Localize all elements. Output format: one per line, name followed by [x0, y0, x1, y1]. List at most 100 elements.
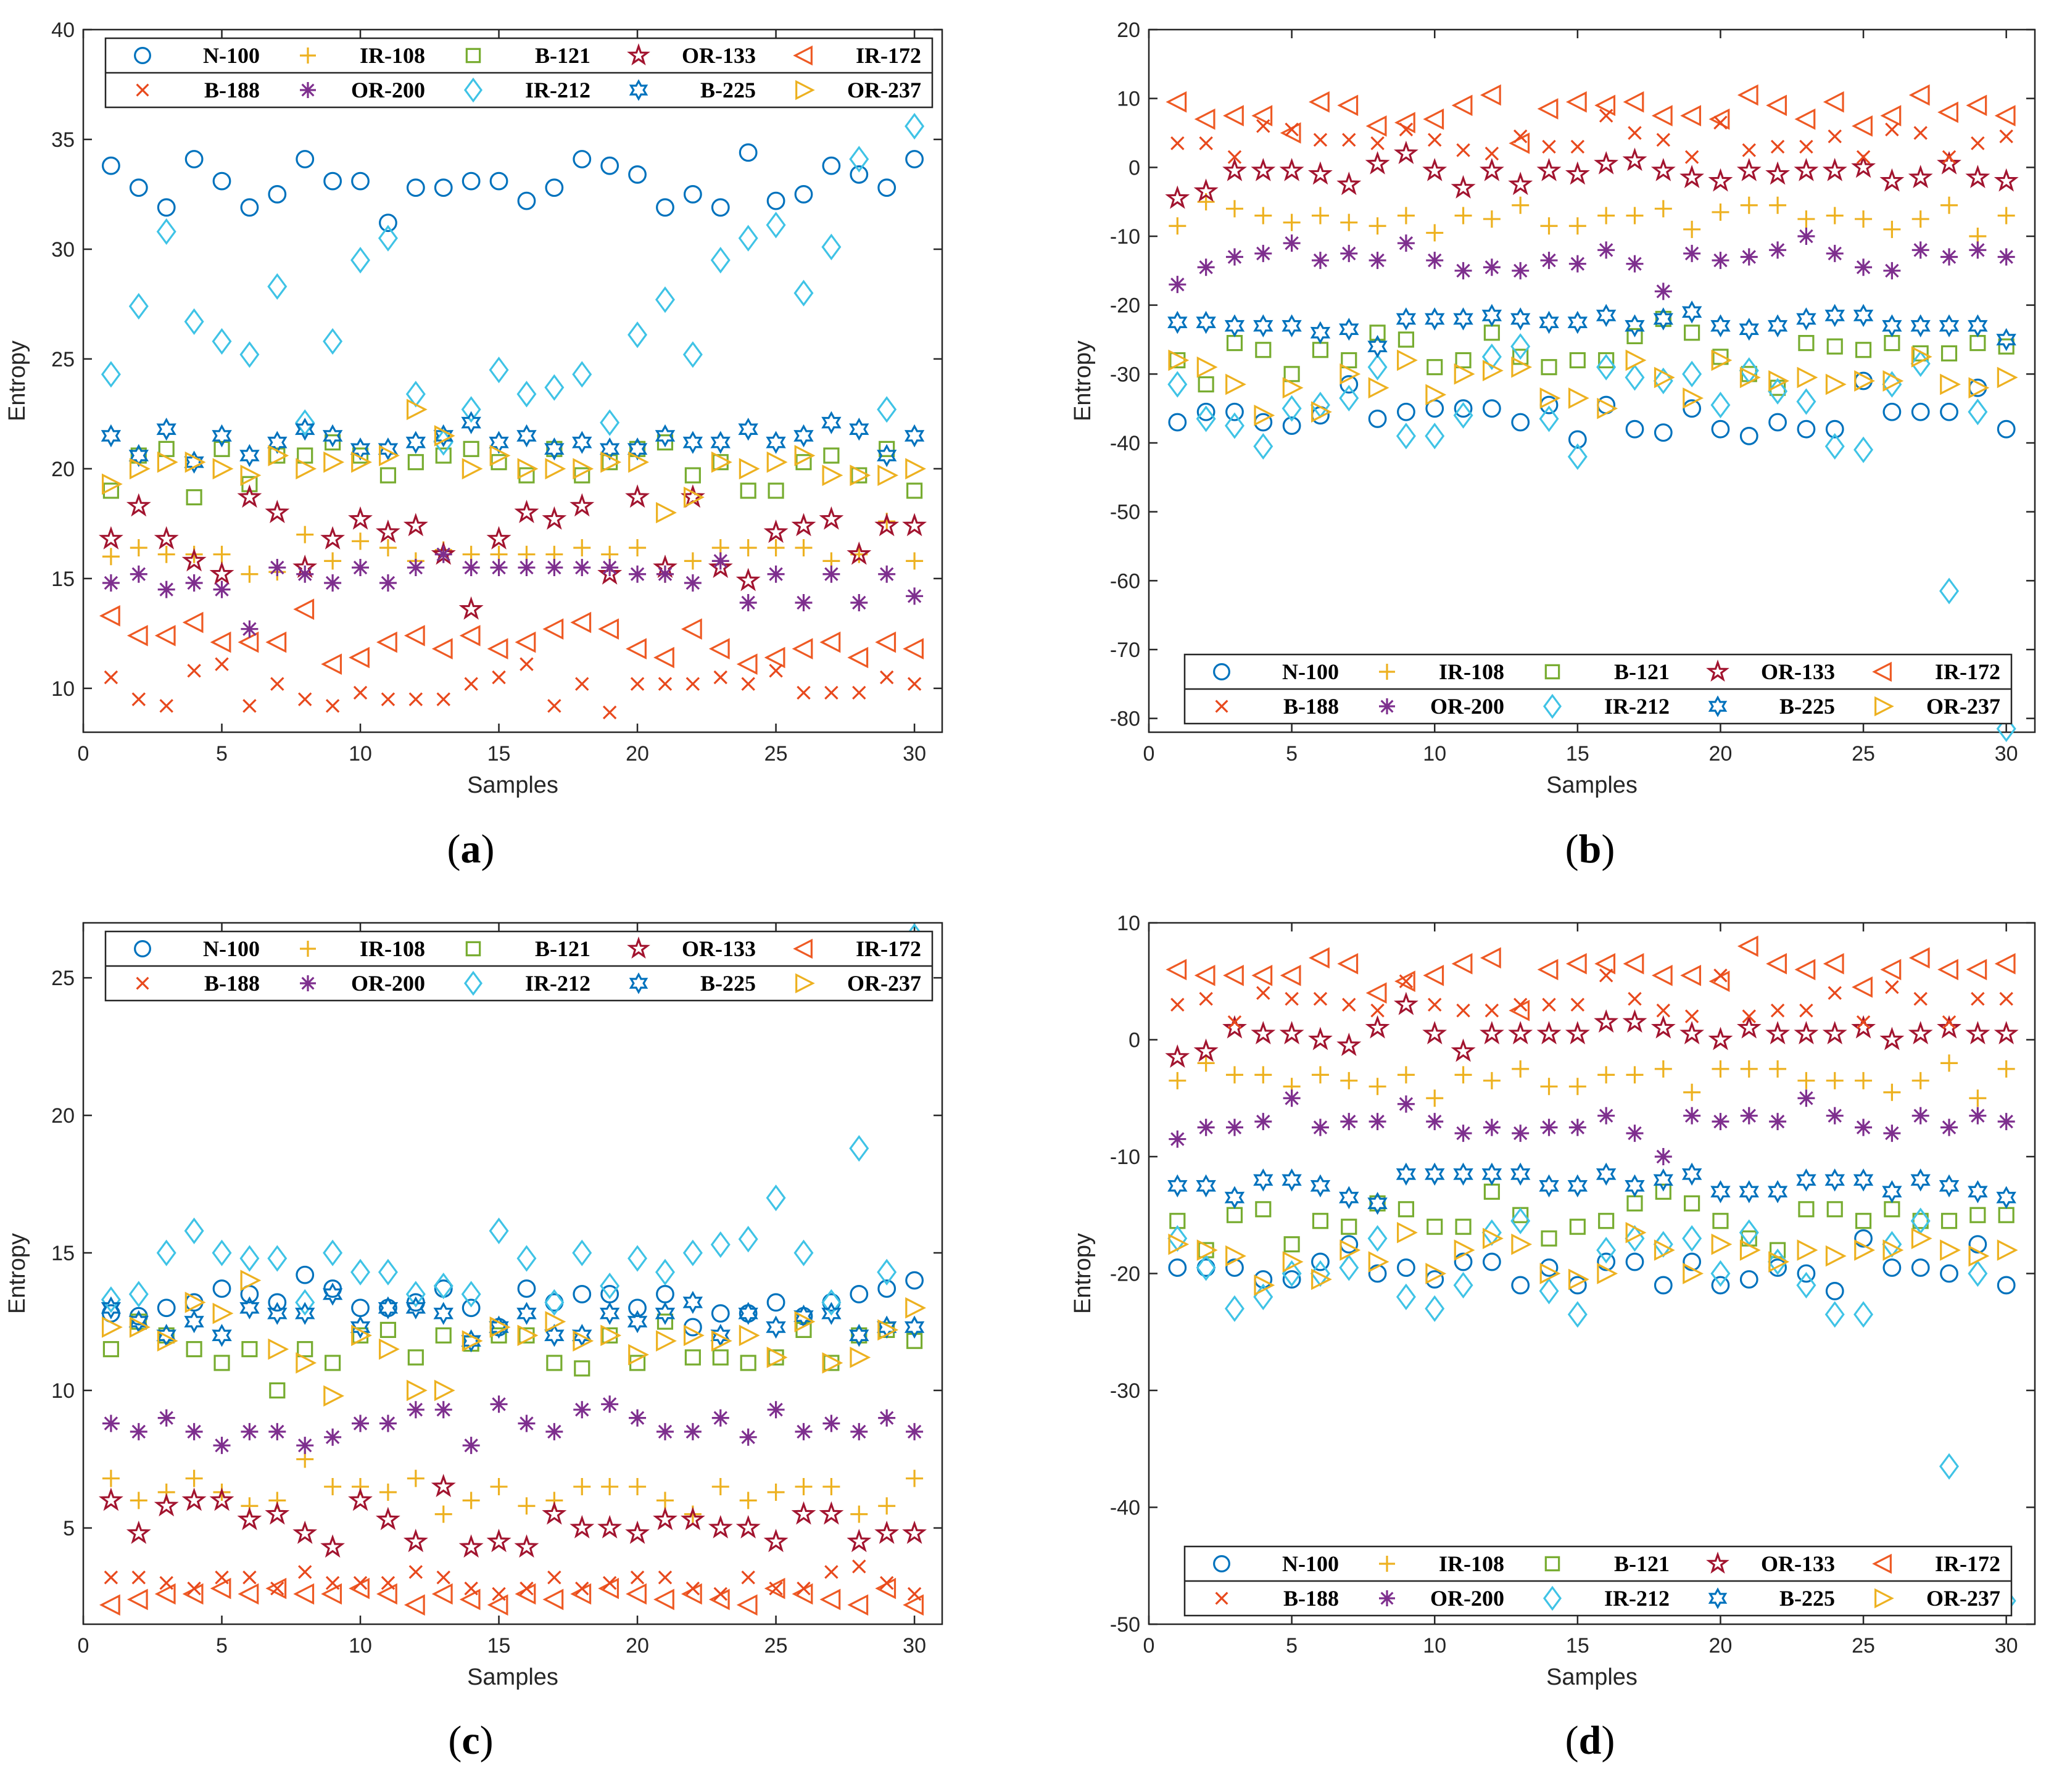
data-point [1625, 364, 1645, 391]
y-tick-label: -10 [1110, 1146, 1140, 1169]
data-point [877, 1279, 897, 1298]
y-tick-label: -30 [1110, 363, 1140, 386]
data-point [1911, 346, 1932, 368]
data-point [1684, 150, 1699, 164]
data-point [1968, 314, 1988, 337]
data-point [325, 699, 340, 713]
data-point [1393, 991, 1418, 1015]
data-point [1656, 133, 1671, 147]
data-point [1540, 252, 1558, 270]
data-point [267, 1302, 288, 1325]
data-point [1739, 366, 1761, 389]
data-point [1683, 1263, 1704, 1284]
data-point [1852, 976, 1873, 998]
data-point [1937, 151, 1961, 175]
data-point [462, 1492, 480, 1509]
data-point [1625, 314, 1645, 337]
data-point [713, 670, 727, 685]
data-point [131, 692, 146, 706]
data-point [487, 1594, 508, 1616]
x-axis-title: Samples [1546, 1664, 1638, 1690]
data-point [849, 1135, 869, 1162]
data-point [1851, 154, 1876, 178]
data-point [1653, 367, 1673, 395]
data-point [323, 1239, 343, 1266]
data-point [1770, 139, 1785, 154]
data-point [320, 526, 346, 550]
data-point [350, 437, 371, 461]
data-point [1426, 224, 1444, 242]
data-point [1453, 1271, 1473, 1299]
data-point [907, 1587, 922, 1601]
data-point [1223, 105, 1244, 126]
data-point [1513, 997, 1528, 1012]
data-point [1251, 105, 1273, 126]
data-point [574, 467, 590, 484]
data-point [213, 1437, 231, 1455]
legend: N-100 IR-108 B-121 OR-133 IR-172 B-188 OR-200 I… [104, 930, 934, 1002]
legend-marker [134, 47, 151, 64]
data-point [379, 467, 397, 484]
data-point [1539, 1263, 1561, 1284]
data-point [1536, 1021, 1562, 1045]
data-point [1911, 241, 1929, 259]
data-point [1223, 964, 1244, 986]
data-point [1796, 1271, 1816, 1299]
data-point [1454, 1125, 1472, 1142]
data-point [325, 1575, 340, 1590]
data-point [1768, 370, 1790, 392]
data-point [1597, 397, 1618, 419]
data-point [1681, 1162, 1702, 1186]
data-point [1997, 1276, 2016, 1295]
data-point [517, 458, 539, 480]
data-point [905, 150, 924, 168]
data-point [128, 1281, 149, 1308]
data-point [381, 1575, 395, 1590]
data-point [487, 638, 508, 660]
data-point [1310, 321, 1331, 344]
data-point [572, 431, 592, 454]
data-point [1971, 991, 1985, 1006]
data-point [738, 225, 758, 252]
data-point [628, 1344, 649, 1366]
data-point [874, 1520, 900, 1544]
data-point [1855, 258, 1873, 276]
data-point [1341, 352, 1357, 369]
data-point [1339, 384, 1359, 412]
data-point [822, 465, 843, 486]
data-point [1736, 157, 1762, 181]
data-point [102, 1414, 120, 1432]
legend-label: OR-133 [682, 936, 756, 961]
data-point [1799, 139, 1813, 154]
data-point [1453, 1162, 1473, 1186]
legend-marker [629, 79, 648, 101]
data-point [602, 705, 617, 720]
data-point [573, 1478, 591, 1496]
data-point [1940, 1264, 1958, 1283]
data-point [570, 611, 592, 634]
data-point [1997, 419, 2016, 439]
series-b-225 [101, 411, 925, 474]
data-point [1454, 363, 1475, 385]
data-point [1911, 1071, 1929, 1089]
data-point [822, 1352, 843, 1374]
data-point [1542, 997, 1556, 1012]
data-point [265, 1577, 287, 1600]
data-point [405, 1281, 426, 1308]
data-point [1313, 133, 1328, 147]
data-point [1197, 1118, 1215, 1136]
panel-c: 0 5 10 15 20 25 30 5 10 15 20 25 Samples Entropy N-100… [4, 922, 943, 1763]
data-point [1225, 248, 1243, 266]
data-point [1224, 314, 1245, 337]
data-point [1968, 1260, 1988, 1287]
legend-label: IR-172 [1935, 659, 2000, 684]
data-point [821, 411, 842, 434]
data-point [1196, 1239, 1218, 1261]
data-point [1394, 970, 1415, 993]
data-point [1340, 363, 1361, 385]
data-point [1369, 324, 1386, 341]
data-point [1855, 1071, 1873, 1089]
data-point [822, 1414, 840, 1432]
data-point [1196, 1254, 1216, 1281]
series-b-225 [1167, 300, 2016, 358]
